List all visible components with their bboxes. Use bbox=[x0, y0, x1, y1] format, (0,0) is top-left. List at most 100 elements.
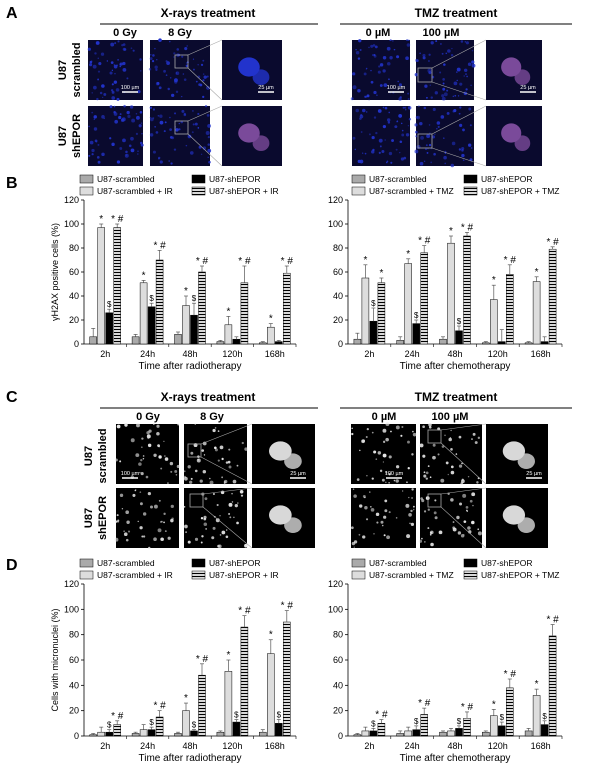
bar-u87-scrambled bbox=[396, 733, 404, 737]
image-0um-nucleus bbox=[406, 43, 411, 47]
panel-letter-b: B bbox=[6, 175, 18, 192]
significance-mark: * # bbox=[111, 214, 124, 225]
image-0gy-nucleus bbox=[103, 93, 107, 96]
image-0um-c-nucleus bbox=[366, 428, 369, 431]
image-100um-nucleus bbox=[443, 92, 448, 97]
image-100um-nucleus bbox=[430, 161, 433, 164]
image-tmz-zoom bbox=[486, 106, 542, 166]
image-0um-c-nucleus bbox=[375, 458, 378, 460]
image-100um-c-nucleus bbox=[422, 454, 426, 458]
image-100um-c-nucleus bbox=[461, 462, 463, 465]
image-0gy-c-nucleus bbox=[164, 457, 169, 461]
image-100um-nucleus bbox=[450, 54, 454, 57]
image-100um-nucleus bbox=[419, 161, 424, 166]
legend-swatch bbox=[463, 570, 478, 580]
image-0gy-nucleus bbox=[122, 47, 126, 51]
image-8gy-c-nucleus bbox=[231, 501, 234, 503]
image-0gy-c-nucleus bbox=[124, 423, 128, 427]
image-8gy-nucleus bbox=[170, 162, 173, 165]
chart-gh2ax-radiotherapy: U87-scrambled U87-shEPOR U87-scrambled + I… bbox=[50, 174, 297, 372]
image-8gy-c-nucleus bbox=[217, 430, 220, 432]
image-0gy-nucleus bbox=[101, 84, 105, 88]
image-0gy-c-nucleus bbox=[121, 508, 124, 510]
image-0gy-nucleus bbox=[92, 64, 97, 69]
image-100um-c-nucleus bbox=[471, 438, 473, 441]
y-tick-label: 0 bbox=[74, 339, 79, 349]
image-0gy-nucleus bbox=[91, 92, 93, 94]
image-0um-c-nucleus bbox=[351, 541, 356, 546]
image-0gy-nucleus bbox=[96, 97, 99, 101]
image-8gy-c bbox=[183, 488, 248, 549]
image-8gy-c-nucleus bbox=[214, 448, 218, 452]
image-100um-c-nucleus bbox=[425, 477, 428, 480]
bar-u87-shepor bbox=[369, 320, 378, 345]
image-0gy-c-nucleus bbox=[158, 455, 162, 459]
bar-u87-scrambled-tmz bbox=[404, 263, 412, 345]
image-100um-c-nucleus bbox=[450, 465, 454, 469]
image-0um-c-nucleus bbox=[401, 426, 404, 429]
legend-swatch bbox=[351, 558, 366, 568]
image-100um-c-nucleus bbox=[456, 515, 460, 520]
image-tmz-zoom-c-nucleus bbox=[517, 517, 535, 533]
legend-label: U87-shEPOR + IR bbox=[209, 186, 279, 196]
image-100um-c-nucleus bbox=[427, 527, 430, 530]
significance-mark: * bbox=[99, 214, 103, 225]
image-100um-c-nucleus bbox=[438, 530, 443, 535]
image-8gy-c-nucleus bbox=[190, 477, 193, 480]
significance-mark: $ bbox=[234, 711, 239, 720]
legend-label: U87-shEPOR bbox=[209, 558, 261, 568]
panel-a: A X-rays treatment TMZ treatment 0 Gy 8 … bbox=[6, 5, 572, 168]
image-8gy-nucleus bbox=[200, 63, 204, 66]
image-0gy-nucleus bbox=[89, 63, 93, 67]
image-0um-nucleus bbox=[371, 54, 374, 56]
legend-label: U87-scrambled + IR bbox=[97, 570, 173, 580]
bar-u87-shepor bbox=[540, 341, 549, 345]
image-100um-nucleus bbox=[442, 82, 445, 85]
image-8gy-nucleus bbox=[149, 57, 153, 61]
image-100um-c-bg bbox=[420, 424, 482, 484]
bar-u87-shepor-tmz bbox=[548, 248, 557, 345]
image-8gy-c-nucleus bbox=[209, 477, 211, 480]
image-8gy-c-nucleus bbox=[194, 537, 199, 541]
image-8gy-nucleus bbox=[195, 80, 198, 83]
image-100um-nucleus bbox=[419, 121, 423, 126]
image-0um-c-nucleus bbox=[407, 467, 410, 470]
image-tmz-zoom-nucleus bbox=[514, 69, 531, 85]
image-100um-nucleus bbox=[418, 105, 420, 107]
image-8gy-c-nucleus bbox=[202, 441, 207, 446]
image-8gy-c-nucleus bbox=[211, 536, 215, 540]
image-0gy-nucleus bbox=[132, 49, 135, 52]
legend-swatch bbox=[351, 186, 366, 196]
image-100um-nucleus bbox=[423, 106, 427, 110]
image-100um-nucleus bbox=[445, 52, 447, 55]
image-0um-nucleus bbox=[357, 88, 361, 93]
image-8gy-nucleus bbox=[171, 136, 175, 140]
legend-label: U87-shEPOR bbox=[481, 558, 533, 568]
image-tmz-zoom-c bbox=[486, 424, 548, 484]
image-0gy-nucleus bbox=[131, 149, 133, 151]
image-8gy-nucleus bbox=[154, 65, 158, 69]
significance-mark: * # bbox=[196, 654, 209, 665]
image-0um-nucleus bbox=[401, 129, 404, 132]
image-8gy-nucleus bbox=[168, 160, 171, 162]
image-0um-nucleus bbox=[364, 152, 367, 155]
bar-u87-shepor bbox=[412, 729, 420, 737]
image-0um-c-nucleus bbox=[384, 509, 388, 513]
zoom-line bbox=[187, 105, 223, 122]
image-100um-c-nucleus bbox=[450, 470, 455, 475]
image-8gy-nucleus bbox=[152, 108, 156, 111]
image-0um-nucleus bbox=[399, 152, 401, 154]
image-0um-nucleus bbox=[360, 131, 363, 133]
image-0gy-nucleus bbox=[126, 110, 130, 115]
image-100um-nucleus bbox=[464, 41, 466, 43]
image-0um-c-nucleus bbox=[408, 513, 412, 517]
image-8gy-c-nucleus bbox=[236, 464, 239, 467]
significance-mark: * # bbox=[111, 711, 124, 722]
image-0gy-c-nucleus bbox=[156, 424, 160, 428]
svg-text:scrambled: scrambled bbox=[71, 42, 83, 97]
bar-u87-scrambled bbox=[89, 336, 97, 345]
image-0um-c-nucleus bbox=[409, 522, 411, 525]
image-0gy-nucleus bbox=[122, 43, 126, 46]
image-0um-nucleus bbox=[379, 63, 384, 67]
